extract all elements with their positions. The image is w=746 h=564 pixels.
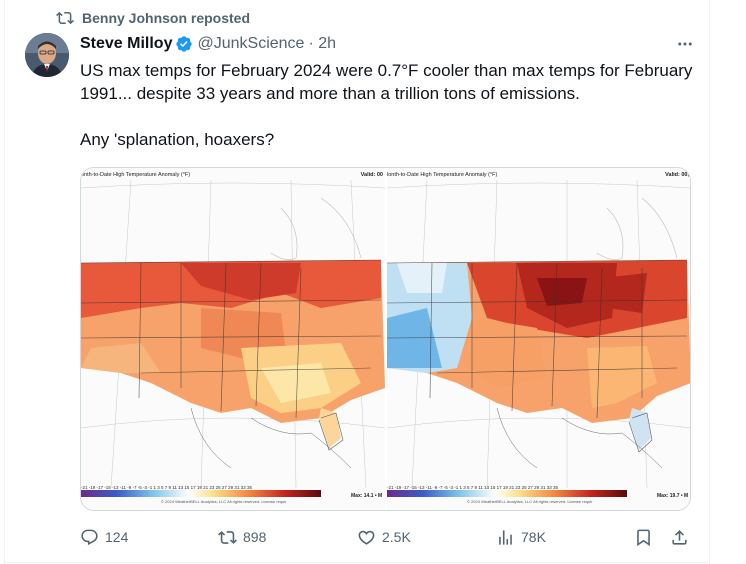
verified-badge-icon[interactable] [175, 35, 193, 53]
map-scale-labels: -21 -19 -17 -15 -13 -11 -9 -7 -5 -3 -1 1… [387, 485, 558, 490]
map-title: lonth-to-Date High Temperature Anomaly (… [387, 172, 498, 178]
temperature-map-2024[interactable]: lonth-to-Date High Temperature Anomaly (… [387, 168, 690, 510]
map-image-2024 [387, 168, 690, 510]
views-button[interactable]: 78K [496, 525, 546, 549]
reply-icon [81, 529, 98, 545]
temperature-map-1991[interactable]: onth-to-Date High Temperature Anomaly (°… [81, 168, 385, 510]
map-max-label: Max: 19.7 • M [657, 493, 689, 499]
author-handle[interactable]: @JunkScience [197, 35, 305, 52]
view-count: 78K [521, 529, 546, 545]
avatar-image [25, 33, 69, 77]
heart-icon [358, 530, 375, 545]
map-title: onth-to-Date High Temperature Anomaly (°… [81, 172, 191, 178]
map-copyright: © 2024 WeatherBELL Analytics, LLC All ri… [467, 499, 593, 504]
action-bar: 124 898 2.5K 78K [80, 525, 695, 549]
bookmark-icon [637, 529, 650, 546]
tweet-header: Steve Milloy @JunkScience · 2h [80, 33, 695, 55]
post-time[interactable]: · 2h [308, 35, 337, 52]
map-scale-labels: -21 -19 -17 -15 -13 -11 -9 -7 -5 -3 -1 1… [81, 485, 252, 490]
repost-label: Benny Johnson reposted [82, 10, 251, 26]
repost-button[interactable]: 898 [218, 525, 266, 549]
repost-icon [56, 11, 74, 25]
analytics-icon [499, 529, 512, 545]
timeline-left-border [4, 0, 5, 564]
repost-count: 898 [243, 529, 267, 545]
timeline-right-border [709, 0, 710, 564]
bookmark-button[interactable] [634, 525, 659, 549]
map-valid-label: Valid: 00, [665, 172, 689, 178]
map-valid-label: Valid: 00 [360, 172, 383, 178]
tweet-divider [4, 562, 710, 563]
share-button[interactable] [670, 525, 695, 549]
tweet-body: US max temps for February 2024 were 0.7°… [80, 59, 705, 151]
repost-context[interactable]: Benny Johnson reposted [56, 9, 250, 27]
reply-count: 124 [105, 529, 129, 545]
repost-icon [218, 530, 237, 544]
tweet-media[interactable]: onth-to-Date High Temperature Anomaly (°… [80, 167, 691, 511]
map-max-label: Max: 14.1 • M [351, 493, 383, 499]
avatar[interactable] [25, 33, 69, 77]
like-button[interactable]: 2.5K [357, 525, 411, 549]
like-count: 2.5K [382, 529, 411, 545]
share-icon [672, 529, 687, 545]
reply-button[interactable]: 124 [80, 525, 128, 549]
more-options-icon[interactable] [675, 35, 695, 53]
author-name[interactable]: Steve Milloy [80, 35, 173, 52]
tweet-text: US max temps for February 2024 were 0.7°… [80, 61, 693, 149]
map-image-1991 [81, 168, 385, 510]
map-copyright: © 2024 WeatherBELL Analytics, LLC All ri… [161, 499, 287, 504]
